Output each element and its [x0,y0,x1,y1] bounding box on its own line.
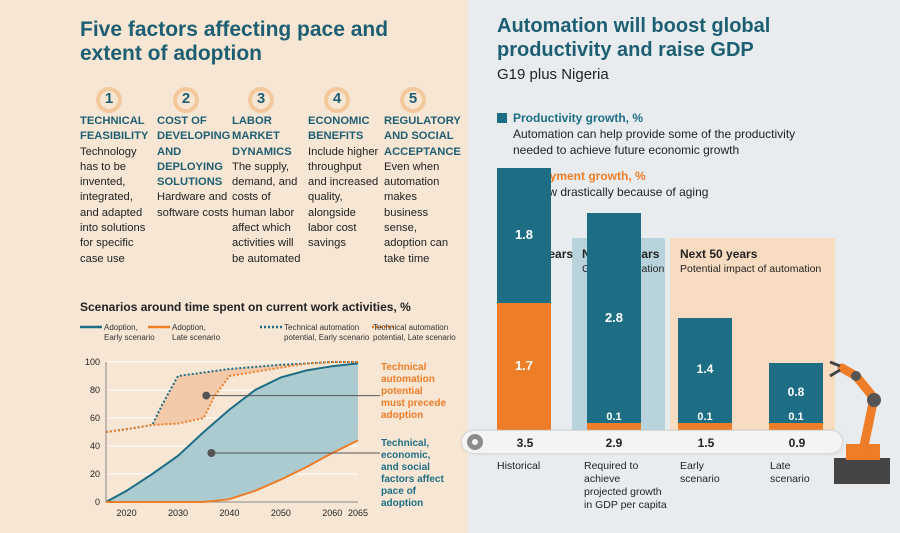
legend-early-adoption: Adoption, Early scenario [104,323,155,342]
legend-employment-desc: will slow drastically because of aging [513,185,709,199]
bar-employment [678,422,732,430]
category-late: Late scenario [770,460,810,485]
x-tick-label: 2065 [348,508,368,518]
y-tick-label: 60 [90,413,100,423]
factor-title: TECHNICAL FEASIBILITY [80,115,149,143]
factor-title: ECONOMIC BENEFITS [308,115,370,143]
factor-5: 5 REGULATORY AND SOCIAL ACCEPTANCE Even wh… [384,86,461,267]
adoption-band [106,363,358,502]
factor-1: 1 TECHNICAL FEASIBILITY Technology has to … [80,86,154,267]
column-impact-sub: Potential impact of automation [680,263,822,275]
factor-number: 3 [256,90,266,107]
gear-icon: 4 [318,86,356,114]
factor-title: COST OF DEVELOPING AND DEPLOYING SOLUTIO… [157,115,231,189]
right-title-line2: productivity and raise GDP [497,39,754,61]
bar-label-productivity: 1.4 [696,362,714,376]
annotation-potential: Technical automation potential must prec… [381,362,447,421]
gear-icon: 5 [394,86,432,114]
early-adoption-line [105,362,359,503]
bar-employment [587,422,641,430]
left-title-line2: extent of adoption [80,42,262,65]
factor-3: 3 LABOR MARKET DYNAMICS The supply, demand… [232,86,306,267]
line-chart-title: Scenarios around time spent on current w… [80,300,411,314]
potential-band [106,362,358,432]
bar-label-employment: 0.1 [697,410,713,423]
total-historical: 3.5 [516,436,534,450]
x-tick-label: 2050 [271,508,291,518]
gear-icon [467,434,483,450]
factor-number: 5 [408,90,418,107]
bar-productivity [769,362,823,423]
right-subtitle: G19 plus Nigeria [497,66,609,83]
y-tick-label: 0 [95,497,100,507]
x-tick-label: 2030 [168,508,188,518]
bar-productivity [678,317,732,423]
factor-2: 2 COST OF DEVELOPING AND DEPLOYING SOLUTI… [157,86,231,221]
baseline-track [462,431,842,453]
annotation-dot [202,391,211,400]
factor-title: REGULATORY AND SOCIAL ACCEPTANCE [384,115,461,158]
legend-late-adoption: Adoption, Late scenario [172,323,221,342]
factor-number: 4 [332,90,342,107]
annotation-factors: Technical, economic, and social factors … [381,438,444,509]
bar-employment [769,422,823,430]
category-required: Required to achieve projected growth in … [584,460,667,511]
robot-arm-illustration [829,360,890,484]
bar-label-employment: 1.7 [514,358,534,374]
factor-number: 1 [104,90,114,107]
legend-productivity-desc: Automation can help provide some of the … [513,127,796,157]
gear-icon: 3 [242,86,280,114]
factor-desc: Technology has to be invented, integrate… [80,145,146,265]
bar-label-productivity: 2.8 [604,309,624,325]
gear-icon: 1 [90,86,128,114]
bar-label-productivity: 0.8 [787,384,805,399]
x-tick-label: 2060 [322,508,342,518]
right-title-line1: Automation will boost global [497,15,771,37]
x-tick-label: 2020 [117,508,137,518]
y-tick-label: 20 [90,469,100,479]
gear-icon: 2 [167,86,205,114]
category-early: Early scenario [680,460,720,485]
early-potential-line [105,361,358,433]
column-impact-head: Next 50 years [680,247,758,261]
total-late: 0.9 [788,436,806,450]
annotation-dot [207,449,216,457]
line-chart-legend-marks [80,325,394,329]
factor-desc: Hardware and software costs [157,191,229,219]
legend-productivity-swatch [497,113,507,123]
left-title-line1: Five factors affecting pace and [80,18,389,41]
y-tick-label: 40 [90,441,100,451]
legend-early-potential: Technical automation potential, Early sc… [284,323,370,342]
factor-desc: Even when automation makes business sens… [384,160,449,265]
bar-employment [497,302,551,430]
bar-label-employment: 0.1 [606,410,622,423]
factor-title: LABOR MARKET DYNAMICS [232,115,292,158]
y-tick-label: 80 [90,385,100,395]
factor-number: 2 [181,90,191,107]
x-tick-label: 2040 [219,508,239,518]
y-tick-label: 100 [85,357,100,367]
late-adoption-line [106,439,359,503]
total-required: 2.9 [605,436,623,450]
bar-label-employment: 0.1 [788,410,804,423]
factor-4: 4 ECONOMIC BENEFITS Include higher through… [308,86,382,252]
legend-productivity-title: Productivity growth, % [513,111,644,125]
category-historical: Historical [497,460,541,472]
bar-productivity [587,212,641,423]
total-early: 1.5 [697,436,715,450]
factor-desc: Include higher throughput and increased … [308,145,379,250]
bar-productivity [497,167,551,303]
legend-late-potential: Technical automation potential, Late sce… [373,323,456,342]
factor-desc: The supply, demand, and costs of human l… [232,160,301,265]
bar-label-productivity: 1.8 [514,227,534,242]
